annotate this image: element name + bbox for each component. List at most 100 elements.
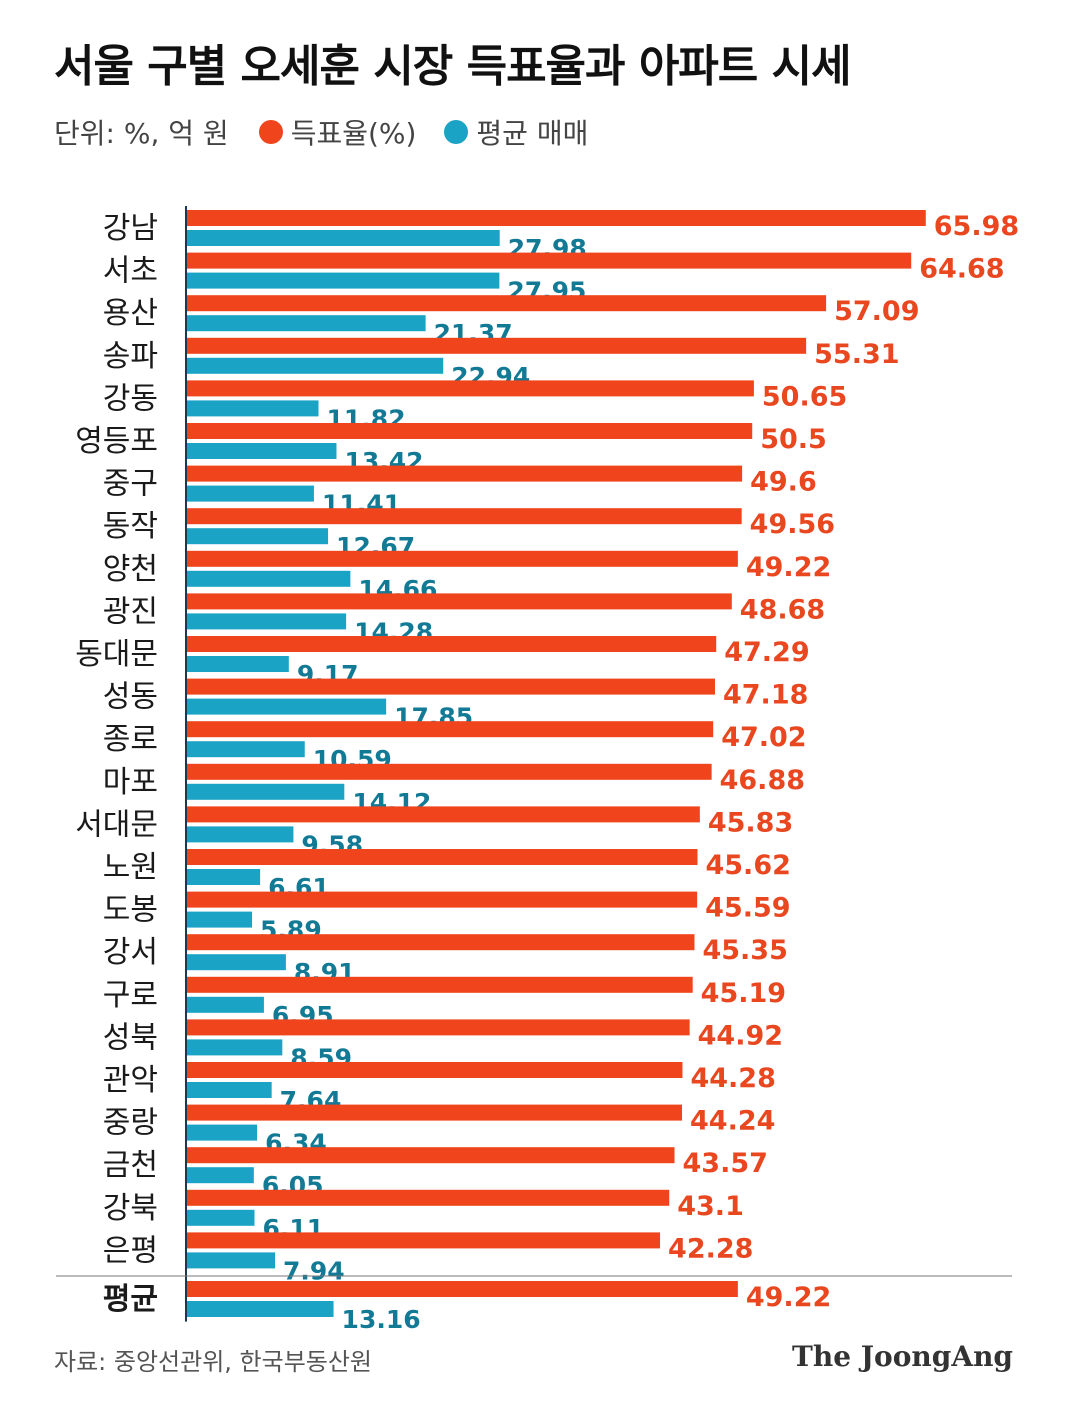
category-label: 종로 bbox=[103, 722, 158, 757]
bar-vote bbox=[186, 550, 738, 567]
category-label: 송파 bbox=[103, 339, 158, 374]
bar-price bbox=[186, 230, 500, 246]
bar-vote bbox=[186, 1189, 670, 1206]
bar-vote bbox=[186, 465, 743, 482]
bar-price bbox=[186, 698, 387, 715]
source-note: 자료: 중앙선관위, 한국부동산원 bbox=[54, 1348, 373, 1376]
legend: 단위: %, 억 원 득표율(%) 평균 매매 bbox=[54, 112, 588, 152]
category-label: 강동 bbox=[103, 381, 158, 416]
data-label-vote: 45.62 bbox=[705, 850, 790, 881]
category-label: 금천 bbox=[103, 1148, 158, 1183]
bar-vote bbox=[186, 1104, 683, 1121]
bar-price bbox=[186, 357, 444, 374]
data-label-vote: 44.28 bbox=[690, 1063, 775, 1094]
bar-price bbox=[186, 1252, 276, 1269]
bar-vote bbox=[186, 1232, 661, 1249]
bar-price bbox=[186, 400, 319, 417]
bar-vote bbox=[186, 380, 754, 397]
bar-vote bbox=[186, 721, 714, 738]
data-label-price: 7.94 bbox=[283, 1256, 345, 1285]
data-label-vote: 45.59 bbox=[705, 893, 790, 924]
data-label-vote: 47.29 bbox=[724, 637, 809, 668]
bar-price bbox=[186, 869, 261, 885]
category-label: 관악 bbox=[103, 1063, 158, 1098]
bar-vote bbox=[186, 891, 698, 908]
bar-vote bbox=[186, 508, 742, 525]
bar-price bbox=[186, 443, 337, 459]
category-label: 강북 bbox=[103, 1191, 158, 1226]
data-label-vote: 47.18 bbox=[723, 680, 808, 711]
category-label: 서대문 bbox=[75, 807, 158, 842]
bar-vote bbox=[186, 1281, 738, 1297]
data-label-vote: 55.31 bbox=[814, 339, 899, 370]
legend-swatch-vote bbox=[258, 120, 283, 144]
data-label-vote: 48.68 bbox=[740, 594, 825, 625]
bar-price bbox=[186, 1039, 283, 1056]
chart-title: 서울 구별 오세훈 시장 득표율과 아파트 시세 bbox=[54, 41, 852, 92]
bar-vote bbox=[186, 423, 753, 439]
category-label: 중구 bbox=[103, 467, 158, 502]
bar-vote bbox=[186, 934, 695, 951]
bar-vote bbox=[186, 295, 827, 312]
category-label: 양천 bbox=[103, 552, 158, 587]
data-label-vote: 45.35 bbox=[702, 935, 787, 966]
bar-price bbox=[186, 485, 314, 502]
bar-price bbox=[186, 613, 347, 630]
data-label-vote: 43.1 bbox=[677, 1191, 744, 1222]
category-label: 마포 bbox=[103, 765, 158, 800]
bar-vote bbox=[186, 806, 700, 823]
bar-price bbox=[186, 741, 305, 758]
data-label-vote: 44.92 bbox=[698, 1020, 783, 1051]
bar-price bbox=[186, 1167, 254, 1184]
bar-price bbox=[186, 826, 294, 843]
category-label: 구로 bbox=[103, 978, 158, 1013]
legend-swatch-price bbox=[444, 120, 469, 144]
data-label-vote: 44.24 bbox=[690, 1106, 775, 1137]
bar-price bbox=[186, 954, 286, 971]
data-label-vote: 42.28 bbox=[668, 1233, 753, 1264]
data-label-vote: 50.5 bbox=[760, 424, 827, 455]
bar-price bbox=[186, 315, 426, 332]
category-label: 광진 bbox=[103, 594, 158, 629]
category-label: 강서 bbox=[103, 935, 158, 970]
category-label: 은평 bbox=[103, 1233, 158, 1268]
bar-price bbox=[186, 1082, 272, 1098]
data-label-vote: 47.02 bbox=[721, 722, 806, 753]
data-label-vote: 45.19 bbox=[701, 978, 786, 1009]
bar-vote bbox=[186, 337, 807, 354]
data-label-vote: 64.68 bbox=[919, 254, 1004, 285]
bar-vote bbox=[186, 1019, 690, 1036]
category-label: 성북 bbox=[103, 1020, 158, 1055]
bar-vote bbox=[186, 763, 712, 780]
bar-price bbox=[186, 1124, 258, 1141]
legend-label-vote: 득표율(%) bbox=[290, 117, 417, 150]
bar-price bbox=[186, 1209, 255, 1226]
bar-vote bbox=[186, 636, 717, 652]
bar-vote bbox=[186, 849, 698, 865]
bar-price bbox=[186, 528, 329, 545]
bar-vote bbox=[186, 1147, 675, 1164]
data-label-price: 13.16 bbox=[342, 1305, 421, 1334]
bar-vote bbox=[186, 210, 926, 226]
bar-price bbox=[186, 570, 351, 587]
legend-label-price: 평균 매매 bbox=[476, 117, 589, 150]
bar-vote bbox=[186, 678, 715, 695]
bar-vote bbox=[186, 593, 732, 610]
bar-vote bbox=[186, 1062, 683, 1078]
category-label: 용산 bbox=[103, 296, 158, 331]
unit-label: 단위: %, 억 원 bbox=[54, 117, 229, 150]
legend-item-price: 평균 매매 bbox=[444, 112, 588, 152]
data-label-vote: 50.65 bbox=[762, 381, 847, 412]
bar-price bbox=[186, 911, 253, 928]
publisher-logo: The JoongAng bbox=[792, 1340, 1013, 1373]
category-label: 동대문 bbox=[75, 637, 158, 672]
data-label-vote: 49.22 bbox=[746, 1282, 831, 1313]
category-label: 강남 bbox=[103, 211, 158, 246]
legend-item-vote: 득표율(%) bbox=[258, 112, 417, 152]
category-label: 성동 bbox=[103, 680, 158, 715]
category-label: 노원 bbox=[103, 850, 158, 885]
bar-price bbox=[186, 656, 289, 672]
bar-price bbox=[186, 272, 500, 289]
data-label-vote: 49.6 bbox=[750, 467, 817, 498]
